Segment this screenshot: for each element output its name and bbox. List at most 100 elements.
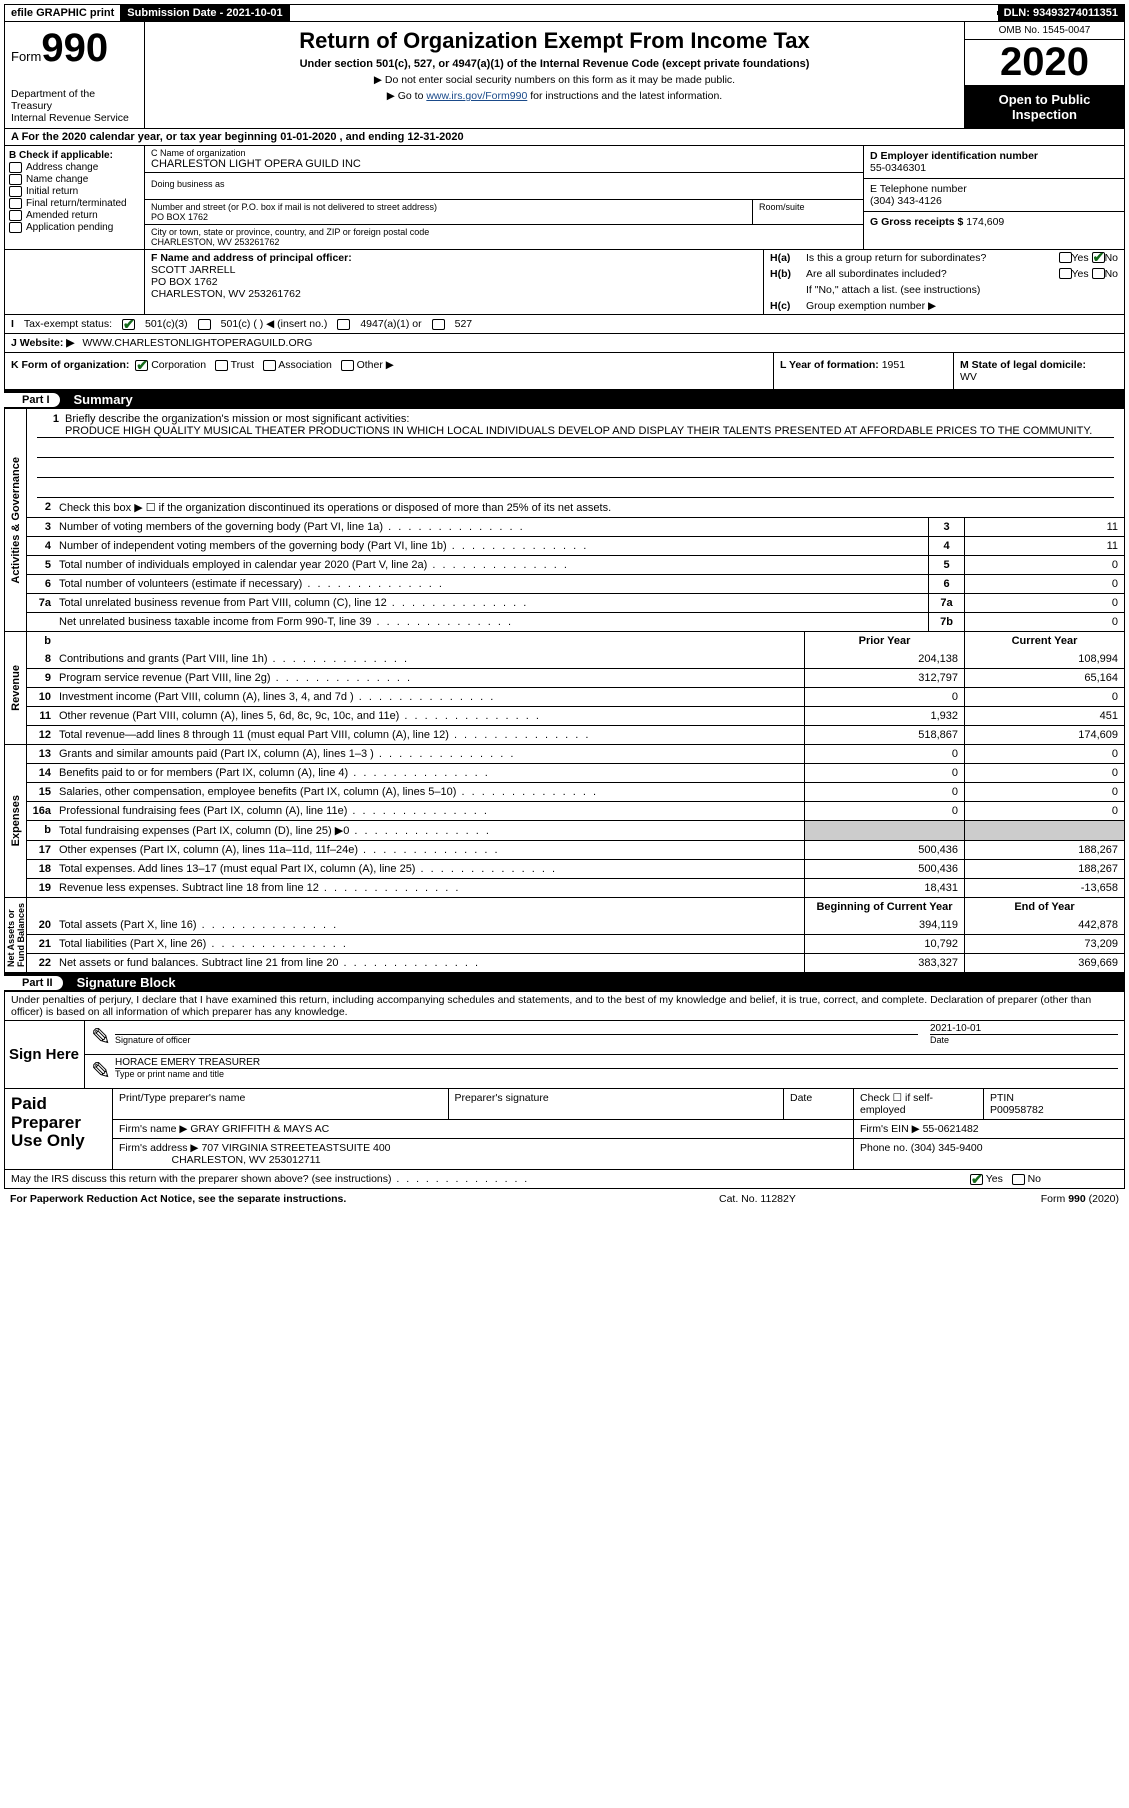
- form-title: Return of Organization Exempt From Incom…: [151, 28, 958, 54]
- m-value: WV: [960, 371, 977, 383]
- line-text: Other expenses (Part IX, column (A), lin…: [55, 841, 804, 859]
- line-num: 21: [27, 935, 55, 953]
- chk-final-return-label: Final return/terminated: [26, 198, 127, 209]
- na-block: Net Assets or Fund Balances Beginning of…: [4, 898, 1125, 973]
- chk-4947[interactable]: [337, 319, 350, 330]
- current-year-val: 108,994: [964, 650, 1124, 668]
- line-text: Revenue less expenses. Subtract line 18 …: [55, 879, 804, 897]
- h-a-no-check[interactable]: [1092, 252, 1105, 263]
- table-row: b Total fundraising expenses (Part IX, c…: [27, 820, 1124, 840]
- subtitle-1: Under section 501(c), 527, or 4947(a)(1)…: [151, 58, 958, 70]
- h-a-yes-check[interactable]: [1059, 252, 1072, 263]
- opt-trust: Trust: [231, 359, 255, 371]
- h-b-no-check[interactable]: [1092, 268, 1105, 279]
- paid-preparer-right: Print/Type preparer's name Preparer's si…: [113, 1089, 1124, 1169]
- prior-year-val: 0: [804, 802, 964, 820]
- prior-year-val: 518,867: [804, 726, 964, 744]
- h-b2-text: If "No," attach a list. (see instruction…: [806, 284, 980, 296]
- section-f: F Name and address of principal officer:…: [4, 250, 1125, 315]
- prior-year-val: 0: [804, 688, 964, 706]
- part2-header: Part II Signature Block: [4, 973, 1125, 992]
- chk-app-pending[interactable]: Application pending: [9, 222, 140, 233]
- rev-block: Revenue b Prior Year Current Year 8 Cont…: [4, 632, 1125, 745]
- chk-initial-return[interactable]: Initial return: [9, 186, 140, 197]
- opt-assoc: Association: [278, 359, 332, 371]
- vlabel-rev-text: Revenue: [10, 665, 22, 711]
- mission-uline2: [37, 460, 1114, 478]
- firm-name-label: Firm's name ▶: [119, 1123, 187, 1135]
- sig-name-value: HORACE EMERY TREASURER: [115, 1057, 1118, 1068]
- firm-phone-cell: Phone no. (304) 345-9400: [854, 1139, 1124, 1169]
- gov-line: 5 Total number of individuals employed i…: [27, 555, 1124, 574]
- line-num: 22: [27, 954, 55, 972]
- phone-label: Phone no.: [860, 1142, 911, 1154]
- m-label: M State of legal domicile:: [960, 359, 1086, 371]
- line-text: Benefits paid to or for members (Part IX…: [55, 764, 804, 782]
- footer-mid: Cat. No. 11282Y: [719, 1193, 979, 1205]
- chk-corp[interactable]: [135, 360, 148, 371]
- b-header: B Check if applicable:: [9, 150, 140, 161]
- chk-assoc[interactable]: [263, 360, 276, 371]
- line-num: 17: [27, 841, 55, 859]
- line-text: Total fundraising expenses (Part IX, col…: [55, 821, 804, 840]
- prior-year-val: 0: [804, 783, 964, 801]
- prior-year-val: 204,138: [804, 650, 964, 668]
- line-text: Total liabilities (Part X, line 26): [55, 935, 804, 953]
- sig-officer: Signature of officer: [109, 1021, 924, 1054]
- line-num: 9: [27, 669, 55, 687]
- irs-link[interactable]: www.irs.gov/Form990: [426, 90, 527, 102]
- line-text: Net assets or fund balances. Subtract li…: [55, 954, 804, 972]
- org-name: CHARLESTON LIGHT OPERA GUILD INC: [151, 158, 857, 170]
- yes-label: Yes: [1072, 268, 1089, 280]
- p-sig-label: Preparer's signature: [449, 1089, 785, 1119]
- chk-527[interactable]: [432, 319, 445, 330]
- chk-trust[interactable]: [215, 360, 228, 371]
- opt-501c3: 501(c)(3): [145, 318, 188, 330]
- discuss-yes-check[interactable]: [970, 1174, 983, 1185]
- vlabel-gov: Activities & Governance: [5, 409, 27, 631]
- discuss-text: May the IRS discuss this return with the…: [5, 1170, 964, 1188]
- omb-number: OMB No. 1545-0047: [965, 22, 1124, 40]
- sign-here-right: ✎ Signature of officer 2021-10-01Date ✎ …: [85, 1021, 1124, 1088]
- table-row: 10 Investment income (Part VIII, column …: [27, 687, 1124, 706]
- sig-declaration: Under penalties of perjury, I declare th…: [5, 992, 1124, 1020]
- line-text: Number of voting members of the governin…: [55, 518, 928, 536]
- chk-name-change[interactable]: Name change: [9, 174, 140, 185]
- current-year-val: 73,209: [964, 935, 1124, 953]
- firm-addr-cell: Firm's address ▶ 707 VIRGINIA STREETEAST…: [113, 1139, 854, 1169]
- line-text: Contributions and grants (Part VIII, lin…: [55, 650, 804, 668]
- yes-label: Yes: [986, 1173, 1003, 1185]
- line-num: 5: [27, 556, 55, 574]
- table-row: 9 Program service revenue (Part VIII, li…: [27, 668, 1124, 687]
- chk-addr-change-label: Address change: [26, 162, 98, 173]
- table-row: 18 Total expenses. Add lines 13–17 (must…: [27, 859, 1124, 878]
- gov-inner: 1Briefly describe the organization's mis…: [27, 409, 1124, 631]
- paid-preparer-label: Paid Preparer Use Only: [5, 1089, 113, 1169]
- line-text: Salaries, other compensation, employee b…: [55, 783, 804, 801]
- f-addr2: CHARLESTON, WV 253261762: [151, 288, 301, 300]
- chk-amended[interactable]: Amended return: [9, 210, 140, 221]
- h-a-text: Is this a group return for subordinates?: [806, 252, 1059, 264]
- vlabel-exp: Expenses: [5, 745, 27, 897]
- gov-line: 4 Number of independent voting members o…: [27, 536, 1124, 555]
- ptin-value: P00958782: [990, 1104, 1044, 1116]
- line-num: 19: [27, 879, 55, 897]
- chk-final-return[interactable]: Final return/terminated: [9, 198, 140, 209]
- sig-name-label: Type or print name and title: [115, 1068, 1118, 1079]
- line-num: 8: [27, 650, 55, 668]
- chk-addr-change[interactable]: Address change: [9, 162, 140, 173]
- prior-year-val: 18,431: [804, 879, 964, 897]
- h-b-yes-check[interactable]: [1059, 268, 1072, 279]
- l-value: 1951: [882, 359, 905, 371]
- city-value: CHARLESTON, WV 253261762: [151, 237, 857, 247]
- firm-addr1: 707 VIRGINIA STREETEASTSUITE 400: [201, 1142, 390, 1154]
- gov-line: 6 Total number of volunteers (estimate i…: [27, 574, 1124, 593]
- chk-other[interactable]: [341, 360, 354, 371]
- line-num: 15: [27, 783, 55, 801]
- line-val: 0: [964, 613, 1124, 631]
- discuss-no-check[interactable]: [1012, 1174, 1025, 1185]
- yes-label: Yes: [1072, 252, 1089, 264]
- prior-year-val: 10,792: [804, 935, 964, 953]
- chk-501c3[interactable]: [122, 319, 135, 330]
- chk-501c[interactable]: [198, 319, 211, 330]
